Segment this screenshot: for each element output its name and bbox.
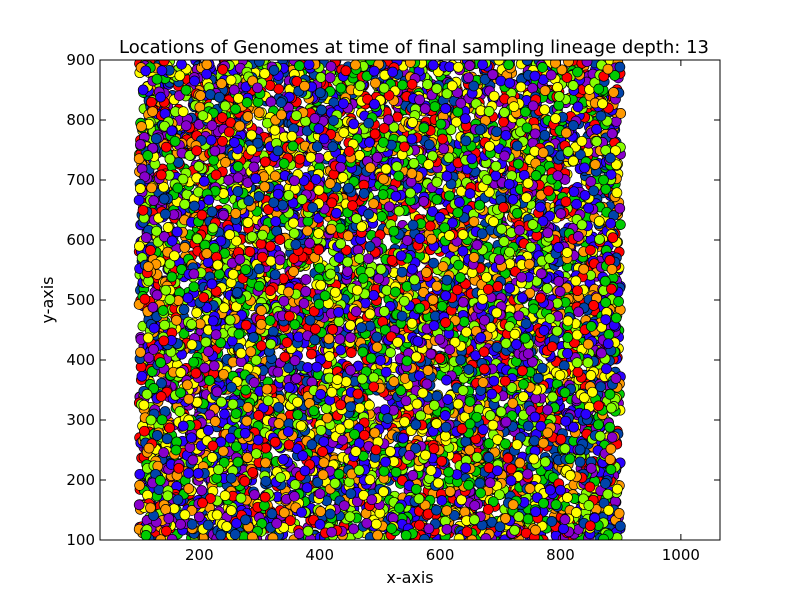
genome-point <box>553 82 563 92</box>
genome-point <box>261 458 271 468</box>
genome-point <box>301 275 311 285</box>
genome-point <box>377 212 387 222</box>
genome-point <box>540 130 550 140</box>
genome-point <box>470 501 480 511</box>
scatter-points <box>134 55 626 545</box>
